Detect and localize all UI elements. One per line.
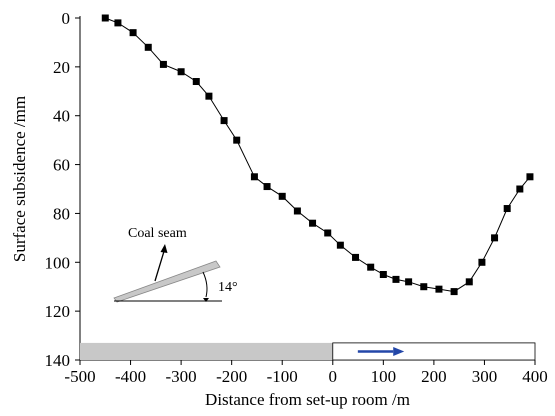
data-point: [324, 229, 332, 237]
data-point: [336, 241, 344, 249]
data-point: [352, 253, 360, 261]
data-point: [435, 285, 443, 293]
y-tick-label: 100: [45, 253, 71, 272]
data-point: [144, 43, 152, 51]
angle-arc: [202, 271, 208, 298]
x-tick-label: 300: [472, 367, 498, 386]
coal-seam-pointer: [154, 247, 166, 282]
data-point: [392, 275, 400, 283]
series-subsidence: [101, 14, 534, 296]
data-point: [114, 19, 122, 27]
data-point: [250, 173, 258, 181]
data-point: [159, 60, 167, 68]
data-point: [233, 136, 241, 144]
data-point: [491, 234, 499, 242]
data-point: [450, 288, 458, 296]
angle-arc-head: [203, 298, 209, 302]
unmined-region: [332, 342, 536, 361]
data-point: [101, 14, 109, 22]
series-line: [105, 17, 531, 293]
x-tick-label: -400: [115, 367, 146, 386]
seam-angle-label: 14°: [218, 280, 238, 295]
x-tick-label: -200: [216, 367, 247, 386]
data-point: [503, 205, 511, 213]
mined-region: [80, 342, 333, 360]
data-point: [293, 207, 301, 215]
x-tick-label: -500: [64, 367, 95, 386]
x-tick-label: 0: [329, 367, 338, 386]
y-tick-label: 80: [53, 204, 70, 223]
advance-arrow-head: [393, 346, 405, 356]
data-point: [379, 271, 387, 278]
axes-layer: -500 -400 -300 -200 -100 0 100 200 300 400 0 20 40 60…: [45, 9, 548, 386]
data-point: [367, 263, 375, 271]
x-axis-label: Distance from set-up room /m: [205, 390, 410, 409]
data-point: [192, 78, 200, 86]
x-tick-label: -300: [166, 367, 197, 386]
coal-seam-annotation: Coal seam 14°: [113, 226, 238, 303]
data-point: [278, 192, 286, 200]
y-axis-label: Surface subsidence /mm: [10, 96, 29, 262]
data-point: [420, 283, 428, 291]
data-point: [309, 219, 317, 227]
y-tick-label: 120: [45, 302, 71, 321]
x-tick-label: 100: [371, 367, 397, 386]
data-point: [220, 117, 228, 125]
y-tick-label: 60: [53, 156, 70, 175]
data-point: [465, 278, 473, 286]
data-point: [516, 185, 524, 193]
y-tick-label: 140: [45, 351, 71, 370]
y-tick-label: 40: [53, 107, 70, 126]
y-tick-label: 20: [53, 58, 70, 77]
mining-progress-bar: [80, 342, 536, 361]
x-tick-label: -100: [267, 367, 298, 386]
data-point: [177, 68, 185, 76]
data-point: [263, 183, 271, 191]
data-point: [526, 173, 534, 181]
coal-seam-pointer-head: [160, 244, 168, 253]
coal-seam-label: Coal seam: [128, 226, 187, 241]
data-point: [129, 29, 137, 37]
coal-seam-band: [113, 260, 221, 303]
data-point: [478, 258, 486, 266]
data-point: [405, 278, 413, 286]
x-tick-label: 200: [421, 367, 447, 386]
data-point: [205, 92, 213, 100]
x-tick-label: 400: [522, 367, 548, 386]
y-tick-label: 0: [62, 9, 71, 28]
